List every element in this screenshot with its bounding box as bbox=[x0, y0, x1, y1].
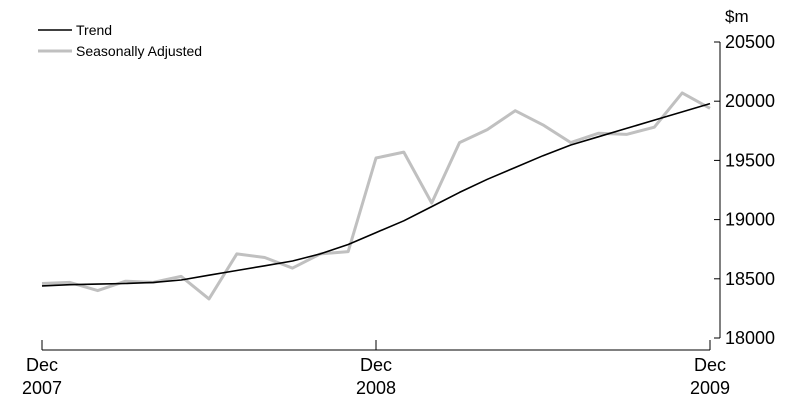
x-tick-label-month: Dec bbox=[26, 355, 58, 375]
series-layer bbox=[41, 91, 711, 301]
y-tick-label: 20500 bbox=[725, 32, 775, 52]
y-tick-label: 18000 bbox=[725, 328, 775, 348]
x-tick-label-year: 2008 bbox=[356, 378, 396, 398]
x-tick-label-year: 2007 bbox=[22, 378, 62, 398]
series-line-seasonally-adjusted bbox=[41, 91, 711, 301]
x-tick-label-month: Dec bbox=[360, 355, 392, 375]
legend-label-seasonally-adjusted: Seasonally Adjusted bbox=[76, 43, 202, 59]
y-tick-label: 20000 bbox=[725, 91, 775, 111]
y-axis-unit-label: $m bbox=[725, 7, 749, 26]
y-tick-label: 18500 bbox=[725, 269, 775, 289]
y-tick-label: 19500 bbox=[725, 150, 775, 170]
series-line-trend bbox=[41, 102, 711, 287]
x-tick-label-year: 2009 bbox=[690, 378, 730, 398]
legend-label-trend: Trend bbox=[76, 22, 112, 38]
y-axis: 18000 18500 19000 19500 20000 20500 $m bbox=[714, 7, 775, 348]
x-axis: Dec 2007 Dec 2008 Dec 2009 bbox=[22, 340, 730, 398]
x-tick-label-month: Dec bbox=[694, 355, 726, 375]
chart-legend: Trend Seasonally Adjusted bbox=[38, 22, 202, 59]
y-tick-label: 19000 bbox=[725, 210, 775, 230]
